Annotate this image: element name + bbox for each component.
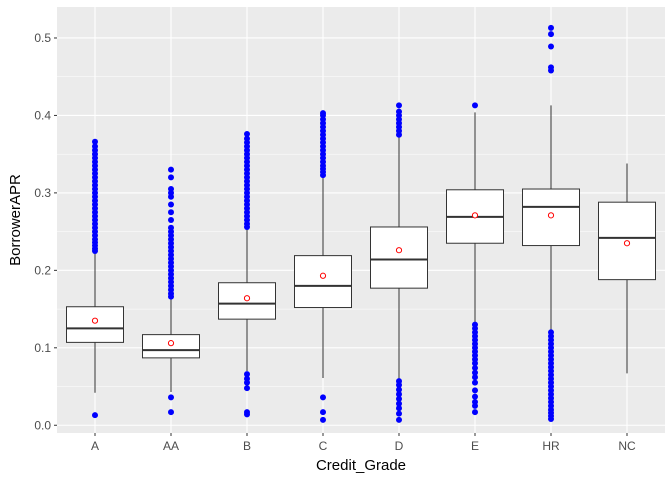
y-tick-label: 0.4 xyxy=(34,108,51,122)
mean-marker xyxy=(547,212,555,219)
outlier-point xyxy=(472,364,478,371)
y-tick-label: 0.2 xyxy=(34,263,51,277)
y-tick-label: 0.1 xyxy=(34,341,51,355)
mean-marker xyxy=(243,295,251,302)
outlier-point xyxy=(168,166,174,173)
outlier-point xyxy=(472,409,478,416)
outlier-point xyxy=(244,131,250,138)
outlier-point xyxy=(548,24,554,31)
y-tick-label: 0.3 xyxy=(34,186,51,200)
x-tick-label: C xyxy=(319,439,328,453)
outlier-point xyxy=(396,391,402,398)
outlier-point xyxy=(472,102,478,109)
x-tick-label: HR xyxy=(542,439,560,453)
y-tick-label: 0.5 xyxy=(34,31,51,45)
outlier-point xyxy=(472,379,478,386)
outlier-point xyxy=(168,201,174,208)
outlier-point xyxy=(396,410,402,417)
outlier-point xyxy=(396,395,402,402)
outlier-point xyxy=(244,385,250,392)
outlier-point xyxy=(548,329,554,336)
outlier-point xyxy=(92,138,98,145)
x-tick-label: E xyxy=(471,439,479,453)
box-c xyxy=(294,110,352,423)
outlier-point xyxy=(168,409,174,416)
mean-marker xyxy=(471,212,479,219)
outlier-point xyxy=(168,224,174,231)
y-axis: 0.0 0.1 0.2 0.3 0.4 0.5 xyxy=(34,31,57,432)
outlier-point xyxy=(168,174,174,181)
outlier-point xyxy=(548,31,554,38)
box-d xyxy=(370,102,428,423)
box-hr xyxy=(522,24,580,423)
outlier-point xyxy=(244,135,250,142)
box-iqr xyxy=(370,226,428,289)
y-tick-label: 0.0 xyxy=(34,418,51,432)
outlier-point xyxy=(244,409,250,416)
boxplots xyxy=(66,24,656,423)
outlier-point xyxy=(244,371,250,378)
x-axis-title: Credit_Grade xyxy=(316,457,406,474)
y-axis-title: BorrowerAPR xyxy=(7,174,24,266)
box-nc xyxy=(598,163,656,374)
outlier-point xyxy=(396,400,402,407)
outlier-point xyxy=(396,102,402,109)
outlier-point xyxy=(244,375,250,382)
outlier-point xyxy=(320,394,326,401)
outlier-point xyxy=(472,374,478,381)
outlier-point xyxy=(472,393,478,400)
outlier-point xyxy=(168,394,174,401)
x-tick-label: A xyxy=(91,439,99,453)
outlier-point xyxy=(396,405,402,412)
outlier-point xyxy=(472,387,478,394)
x-tick-label: D xyxy=(395,439,404,453)
outlier-point xyxy=(320,409,326,416)
x-axis: A AA B C D E HR NC xyxy=(91,433,636,453)
outlier-point xyxy=(92,412,98,419)
x-tick-label: B xyxy=(243,439,251,453)
outlier-point xyxy=(396,378,402,385)
box-a xyxy=(66,138,124,419)
box-aa xyxy=(142,166,200,416)
x-tick-label: NC xyxy=(618,439,636,453)
x-tick-label: AA xyxy=(163,439,179,453)
box-iqr xyxy=(66,306,124,343)
box-iqr xyxy=(294,255,352,309)
outlier-point xyxy=(396,386,402,393)
box-b xyxy=(218,131,276,418)
outlier-point xyxy=(472,399,478,406)
outlier-point xyxy=(168,217,174,223)
mean-marker xyxy=(623,240,631,247)
outlier-point xyxy=(92,143,98,150)
mean-marker xyxy=(319,272,327,279)
outlier-point xyxy=(396,108,402,115)
outlier-point xyxy=(396,416,402,423)
outlier-point xyxy=(548,43,554,50)
mean-marker xyxy=(395,247,403,254)
outlier-point xyxy=(472,321,478,328)
outlier-point xyxy=(168,209,174,216)
outlier-point xyxy=(548,64,554,71)
mean-marker xyxy=(167,340,175,347)
outlier-point xyxy=(320,110,326,117)
box-e xyxy=(446,102,504,416)
mean-marker xyxy=(91,317,99,324)
outlier-point xyxy=(168,186,174,193)
outlier-point xyxy=(472,369,478,376)
outlier-point xyxy=(320,416,326,423)
